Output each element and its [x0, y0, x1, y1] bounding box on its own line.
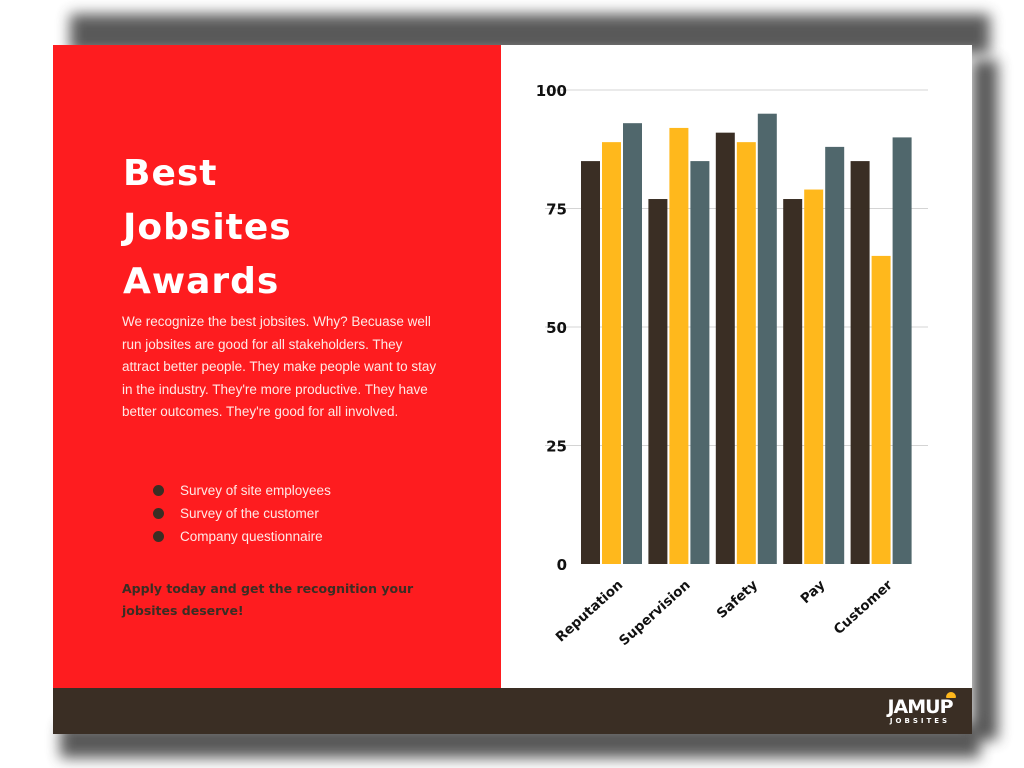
x-category-label: Safety [714, 577, 761, 622]
info-panel: Best Jobsites Awards We recognize the be… [53, 45, 501, 688]
x-category-label: Customer [831, 577, 896, 638]
awards-card: Best Jobsites Awards We recognize the be… [53, 45, 972, 734]
criteria-item: Survey of the customer [153, 502, 331, 525]
logo-subtitle: JOBSITES [889, 717, 951, 725]
bar [783, 199, 803, 564]
criteria-label: Company questionnaire [180, 529, 323, 544]
title-line: Jobsites [123, 207, 292, 248]
bar [581, 161, 600, 564]
footer-bar: JAMUP JOBSITES [53, 688, 972, 734]
criteria-list: Survey of site employees Survey of the c… [153, 479, 331, 548]
brand-logo[interactable]: JAMUP JOBSITES [880, 692, 960, 727]
y-tick-label: 75 [546, 201, 567, 219]
bar [648, 199, 668, 564]
y-tick-label: 50 [546, 319, 567, 337]
criteria-item: Survey of site employees [153, 479, 331, 502]
intro-paragraph: We recognize the best jobsites. Why? Bec… [122, 314, 437, 419]
bar [850, 161, 870, 564]
bar [715, 132, 735, 564]
bullet-icon [153, 531, 164, 542]
bar [736, 142, 756, 564]
criteria-label: Survey of site employees [180, 483, 331, 498]
call-to-action: Apply today and get the recognition your… [122, 581, 414, 618]
bar [602, 142, 621, 564]
title-line: Awards [123, 261, 280, 302]
hard-hat-icon [946, 692, 956, 698]
y-tick-label: 100 [536, 82, 567, 100]
page-title: Best Jobsites Awards [123, 147, 292, 309]
y-tick-label: 25 [546, 438, 567, 456]
bar [623, 123, 642, 565]
y-tick-label: 0 [557, 556, 567, 574]
bar [757, 113, 777, 564]
card-shadow-right [972, 60, 998, 740]
bar [892, 137, 912, 564]
bar [804, 189, 824, 565]
bar [825, 146, 845, 564]
x-category-label: Supervision [616, 577, 693, 649]
title-line: Best [123, 153, 218, 194]
x-category-label: Reputation [553, 577, 626, 645]
bar [669, 127, 689, 565]
bar [690, 161, 710, 564]
x-category-label: Pay [798, 577, 829, 607]
bar [871, 255, 891, 564]
bullet-icon [153, 508, 164, 519]
logo-wordmark: JAMUP [887, 696, 953, 718]
bullet-icon [153, 485, 164, 496]
criteria-label: Survey of the customer [180, 506, 319, 521]
criteria-item: Company questionnaire [153, 525, 331, 548]
